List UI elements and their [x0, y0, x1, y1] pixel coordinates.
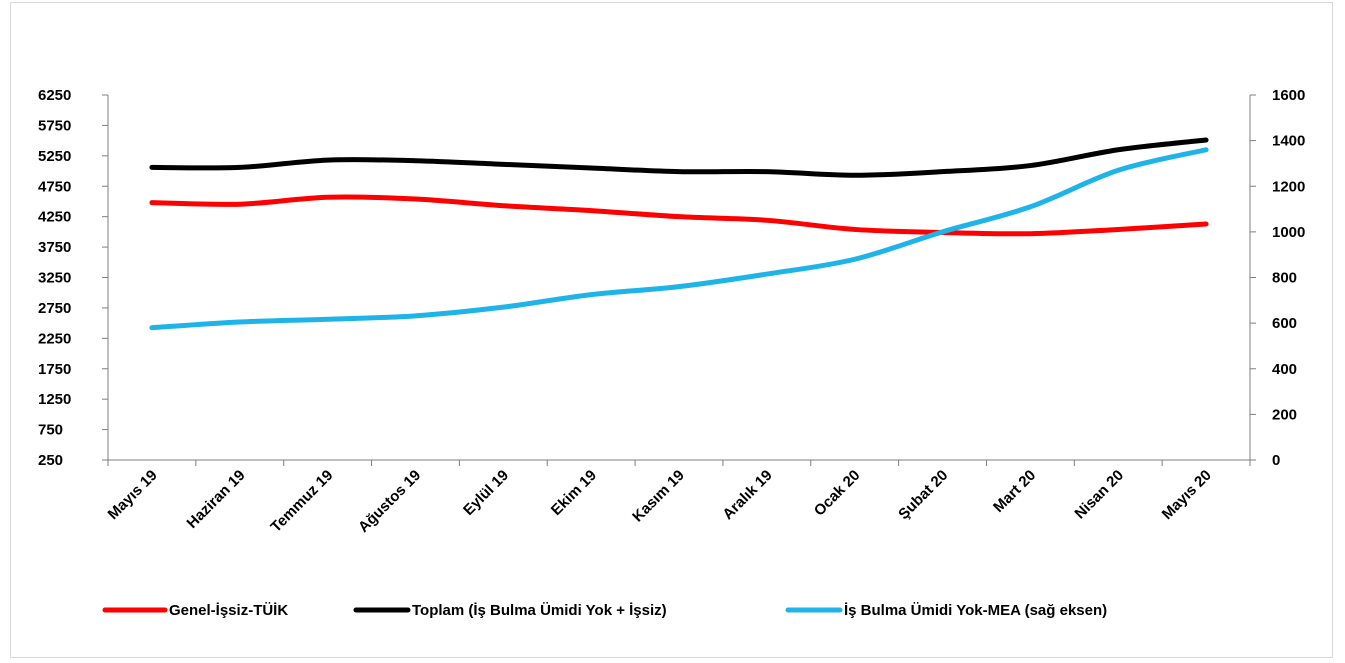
axes: 6250 5750 5250 4750 4250 3750 3250 2750 2250 1750… [38, 87, 1305, 536]
right-tick-label: 600 [1272, 315, 1297, 332]
right-tick-label: 1200 [1272, 178, 1305, 195]
left-tick-label: 750 [38, 422, 63, 439]
x-tick-label: Mayıs 19 [105, 467, 161, 523]
x-tick-label: Şubat 20 [895, 467, 951, 523]
series-toplam-line [149, 137, 1209, 178]
left-tick-label: 1750 [38, 361, 71, 378]
left-tick-label: 4250 [38, 209, 71, 226]
series-toplam-legend-label: Toplam (İş Bulma Ümidi Yok + İşsiz) [412, 602, 667, 619]
series-is-bulma-umidi-yok-line [149, 147, 1209, 331]
left-tick-label: 4750 [38, 178, 71, 195]
right-tick-label: 200 [1272, 406, 1297, 423]
right-tick-label: 1600 [1272, 87, 1305, 104]
right-tick-label: 800 [1272, 270, 1297, 287]
x-tick-label: Mayıs 20 [1159, 467, 1215, 523]
right-tick-label: 400 [1272, 361, 1297, 378]
left-tick-label: 1250 [38, 391, 71, 408]
legend: Genel-İşsiz-TÜİK Toplam (İş Bulma Ümidi Y… [102, 602, 1107, 619]
left-tick-label: 6250 [38, 87, 71, 104]
series-is-bulma-umidi-yok-legend-label: İş Bulma Ümidi Yok-MEA (sağ eksen) [844, 602, 1107, 619]
left-tick-label: 3750 [38, 239, 71, 256]
x-tick-label: Ağustos 19 [355, 467, 424, 536]
left-tick-label: 3250 [38, 270, 71, 287]
series-genel-issiz-legend-label: Genel-İşsiz-TÜİK [169, 602, 288, 619]
series-lines [149, 137, 1209, 331]
chart-frame [10, 2, 1333, 658]
left-tick-label: 2250 [38, 330, 71, 347]
x-tick-label: Mart 20 [990, 467, 1039, 516]
right-tick-label: 1400 [1272, 133, 1305, 150]
left-tick-label: 2750 [38, 300, 71, 317]
right-tick-label: 0 [1272, 452, 1280, 469]
left-tick-label: 250 [38, 452, 63, 469]
x-tick-label: Eylül 19 [460, 467, 512, 519]
x-tick-label: Kasım 19 [629, 467, 688, 526]
left-tick-label: 5250 [38, 148, 71, 165]
x-tick-label: Temmuz 19 [267, 467, 336, 536]
series-genel-issiz-line [149, 194, 1209, 237]
left-tick-label: 5750 [38, 117, 71, 134]
x-tick-label: Aralık 19 [719, 467, 775, 523]
x-tick-label: Ocak 20 [811, 467, 864, 520]
x-tick-label: Haziran 19 [184, 467, 249, 532]
x-tick-label: Ekim 19 [548, 467, 600, 519]
x-tick-label: Nisan 20 [1071, 467, 1127, 523]
right-tick-label: 1000 [1272, 224, 1305, 241]
